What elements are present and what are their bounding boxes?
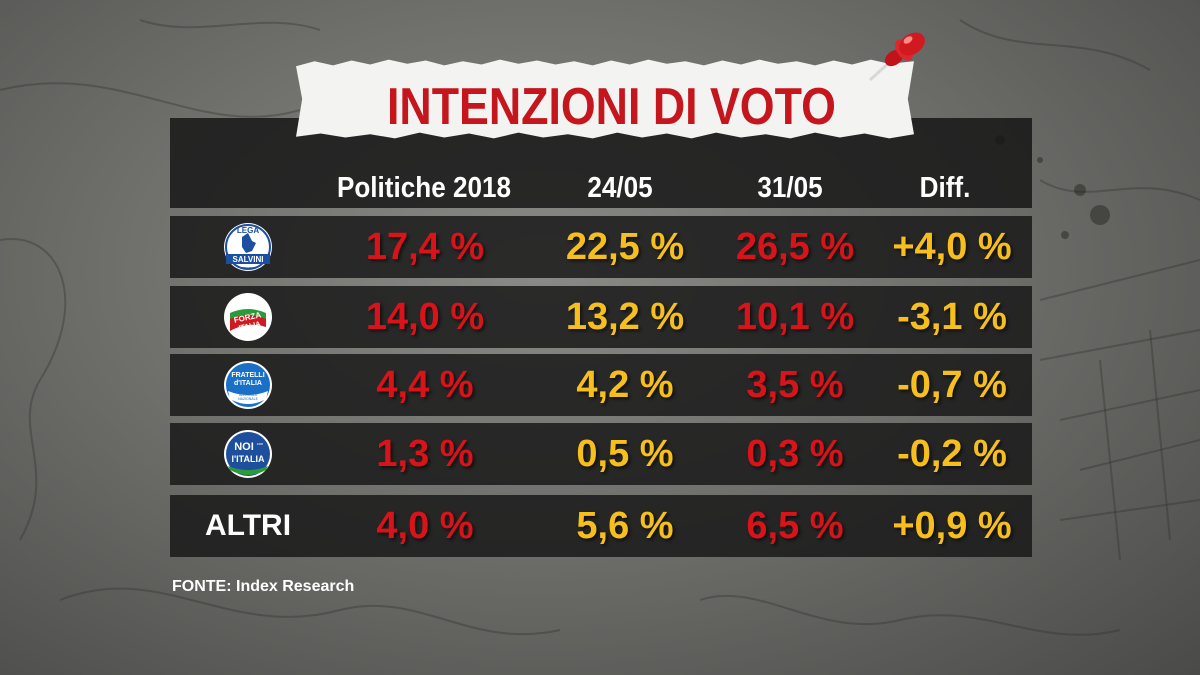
value-fratelli-italia-31-05: 3,5 % — [746, 364, 844, 406]
fratelli-italia-logo-text-alleanza: ALLEANZA — [239, 393, 258, 397]
column-header-diff: Diff. — [919, 172, 971, 204]
table-row-noi-con-italia: NOI con l'ITALIA 1,3 % 0,5 % 0,3 % -0,2 … — [170, 423, 1032, 485]
value-altri-diff: +0,9 % — [892, 505, 1012, 547]
forza-italia-logo-icon: FORZA ITALIA — [224, 293, 272, 341]
value-lega-politiche-2018: 17,4 % — [365, 226, 485, 268]
value-lega-31-05: 26,5 % — [735, 226, 855, 268]
column-header-politiche-2018: Politiche 2018 — [336, 172, 512, 204]
lega-logo-text-premier: PREMIER — [241, 266, 256, 270]
value-noi-con-italia-diff: -0,2 % — [897, 433, 1007, 475]
value-noi-con-italia-24-05: 0,5 % — [576, 433, 674, 475]
table-row-altri: ALTRI 4,0 % 5,6 % 6,5 % +0,9 % — [170, 495, 1032, 557]
value-altri-24-05: 5,6 % — [576, 505, 674, 547]
value-noi-con-italia-politiche-2018: 1,3 % — [376, 433, 474, 475]
value-fratelli-italia-24-05: 4,2 % — [576, 364, 674, 406]
noi-con-italia-logo-text-con: con — [257, 441, 263, 446]
value-fratelli-italia-politiche-2018: 4,4 % — [376, 364, 474, 406]
noi-con-italia-logo-icon: NOI con l'ITALIA — [224, 430, 272, 478]
fratelli-italia-logo-icon: FRATELLI d'ITALIA ALLEANZA NAZIONALE — [224, 361, 272, 409]
value-forza-italia-31-05: 10,1 % — [735, 296, 855, 338]
table-row-forza-italia: FORZA ITALIA 14,0 % 13,2 % 10,1 % -3,1 % — [170, 286, 1032, 348]
value-forza-italia-diff: -3,1 % — [897, 296, 1007, 338]
row-label-altri: ALTRI — [204, 509, 292, 542]
value-altri-31-05: 6,5 % — [746, 505, 844, 547]
table-row-lega: LEGA SALVINI PREMIER 17,4 % 22,5 % 26,5 … — [170, 216, 1032, 278]
table-row-fratelli-italia: FRATELLI d'ITALIA ALLEANZA NAZIONALE 4,4… — [170, 354, 1032, 416]
fratelli-italia-logo-text-nazionale: NAZIONALE — [238, 397, 259, 401]
column-header-24-05: 24/05 — [587, 172, 653, 204]
source-note: FONTE: Index Research — [172, 578, 355, 595]
forza-italia-logo-text-italia: ITALIA — [238, 321, 261, 332]
lega-logo-text-salvini: SALVINI — [233, 255, 264, 264]
noi-con-italia-logo-text-noi: NOI — [234, 441, 254, 453]
fratelli-italia-logo-text-fratelli: FRATELLI — [231, 372, 264, 379]
lega-logo-text-lega: LEGA — [237, 226, 259, 235]
noi-con-italia-logo-text-italia: l'ITALIA — [232, 454, 265, 464]
value-forza-italia-24-05: 13,2 % — [565, 296, 685, 338]
value-forza-italia-politiche-2018: 14,0 % — [365, 296, 485, 338]
value-altri-politiche-2018: 4,0 % — [376, 505, 474, 547]
value-fratelli-italia-diff: -0,7 % — [897, 364, 1007, 406]
lega-logo-icon: LEGA SALVINI PREMIER — [224, 223, 272, 271]
title-paper — [296, 59, 914, 139]
chart-title: INTENZIONI DI VOTO — [387, 78, 836, 136]
fratelli-italia-logo-text-ditalia: d'ITALIA — [234, 380, 262, 387]
column-header-31-05: 31/05 — [757, 172, 823, 204]
value-lega-24-05: 22,5 % — [565, 226, 685, 268]
value-noi-con-italia-31-05: 0,3 % — [746, 433, 844, 475]
push-pin-icon — [868, 32, 925, 82]
value-lega-diff: +4,0 % — [892, 226, 1012, 268]
